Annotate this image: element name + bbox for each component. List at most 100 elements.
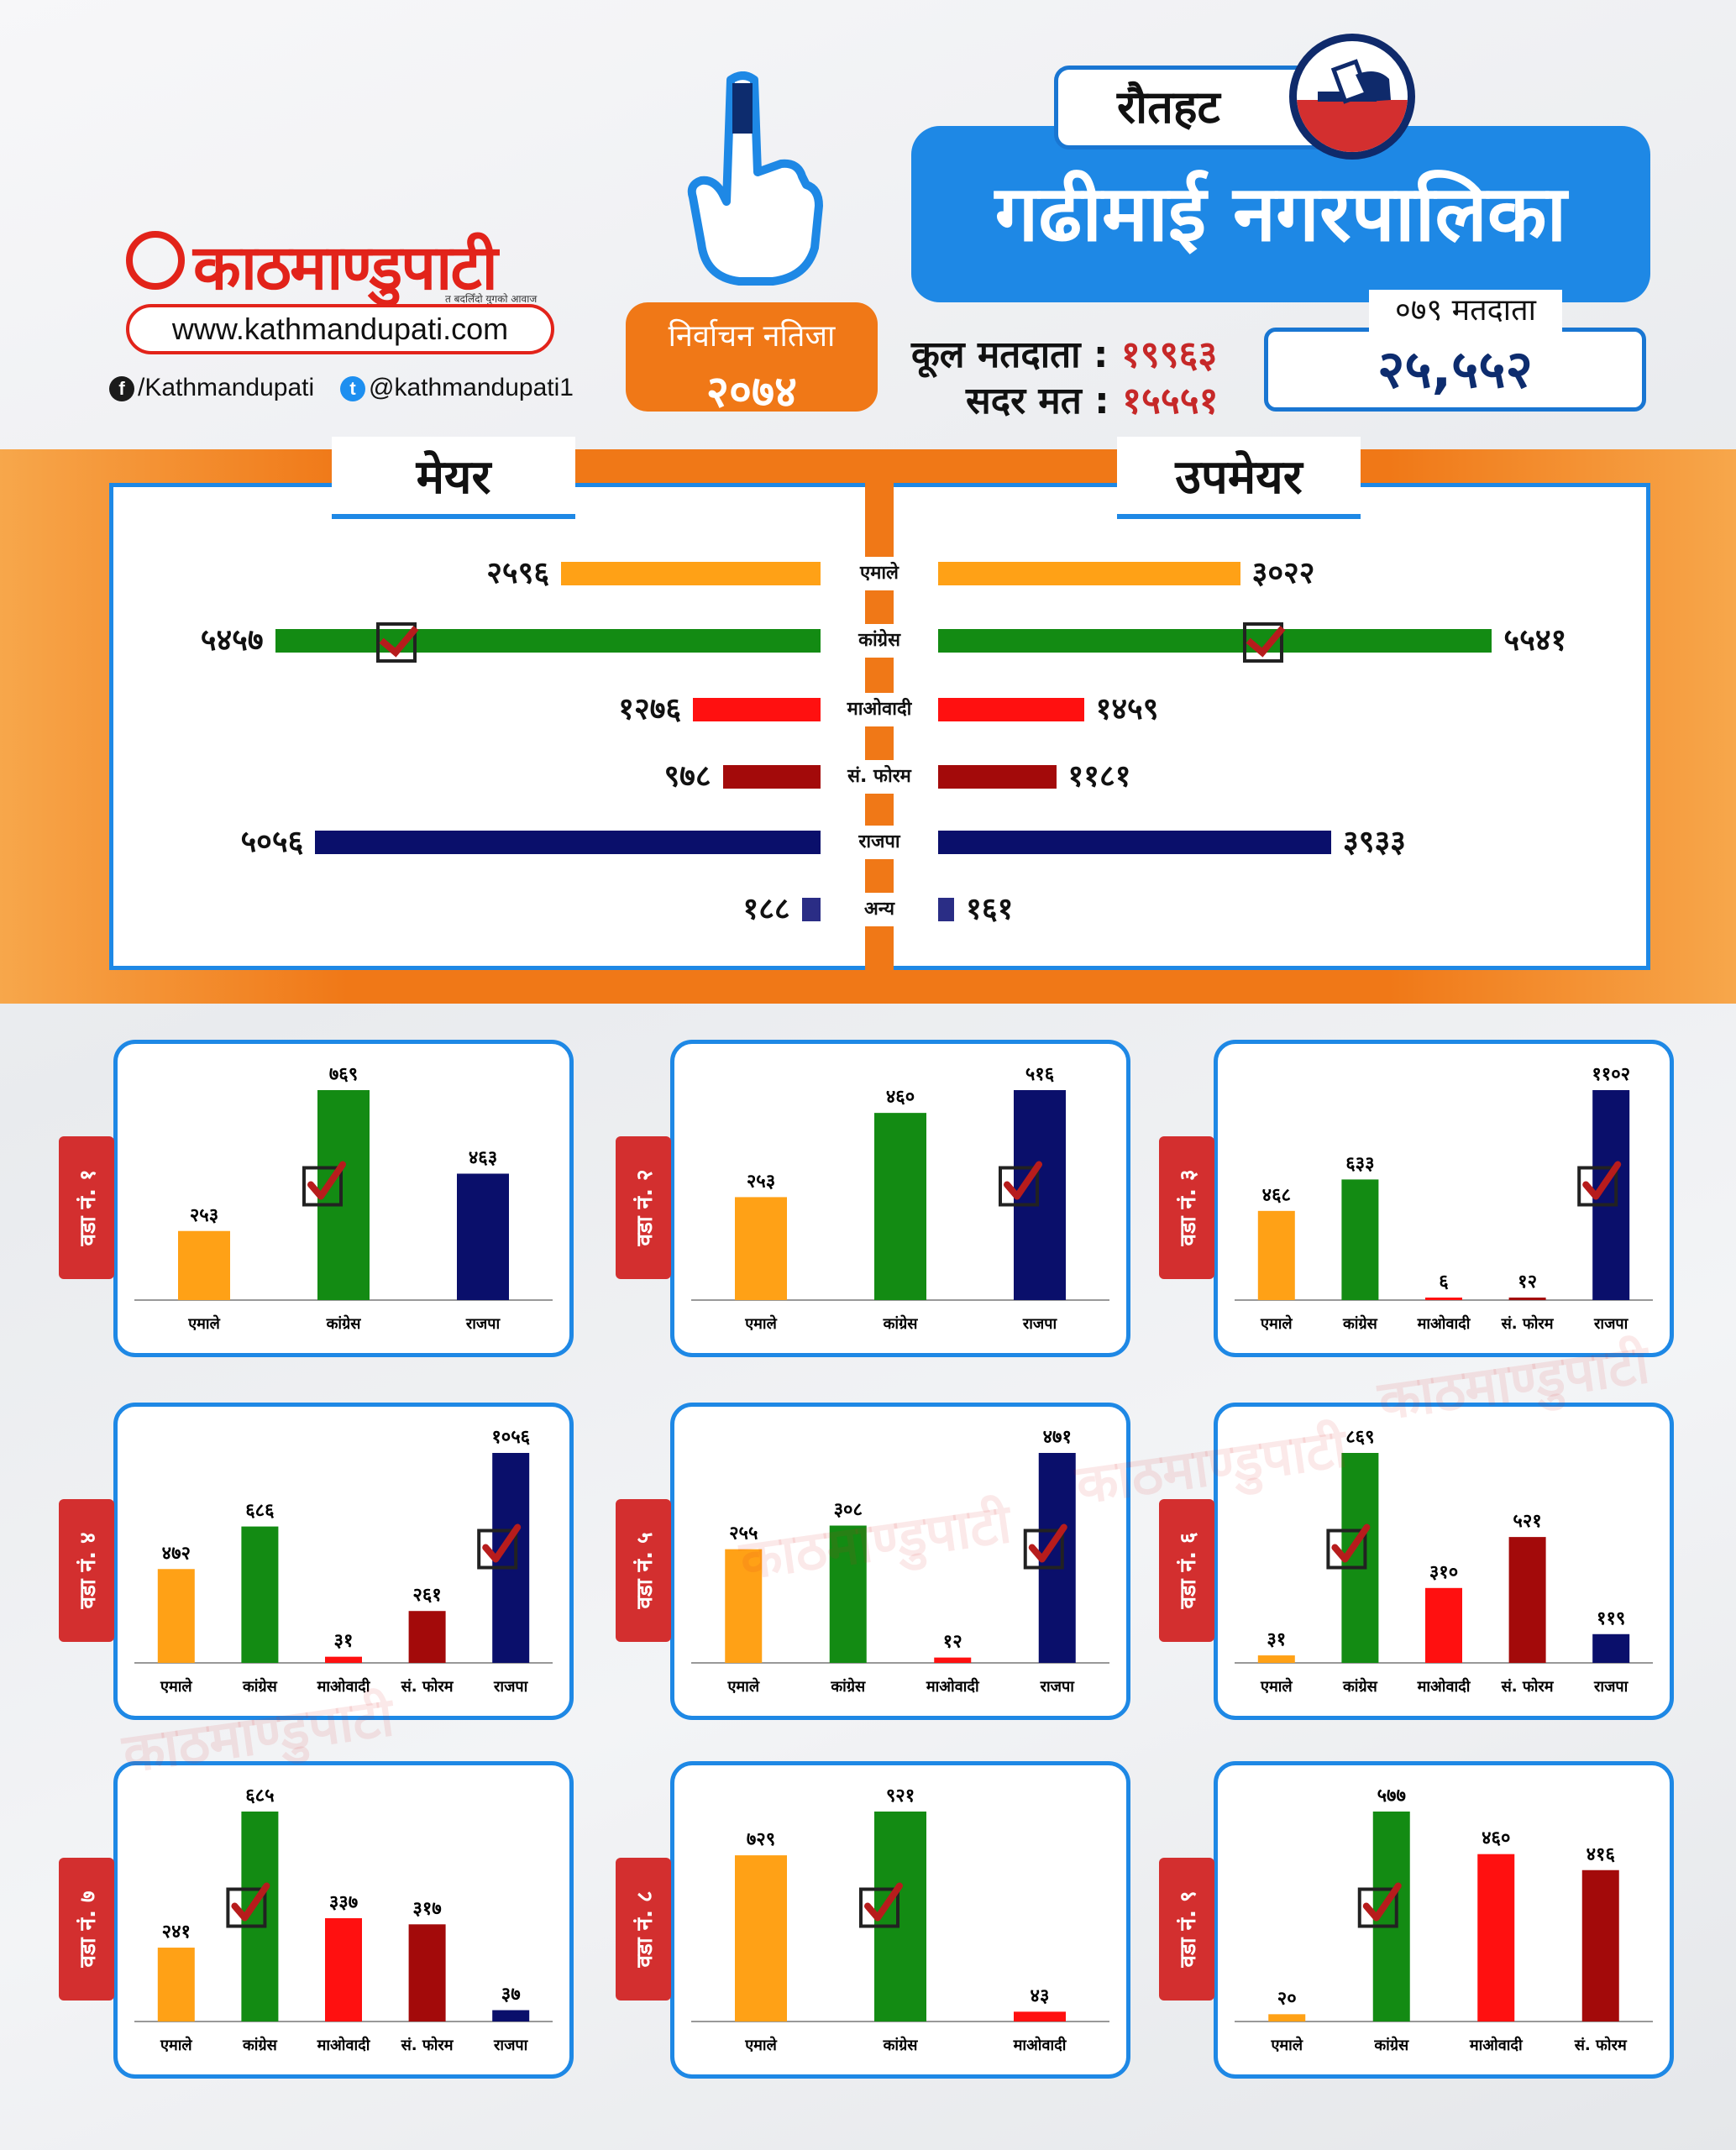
data-label: ५७७	[1377, 1786, 1406, 1807]
data-label: ३७	[501, 1984, 521, 2005]
data-label: ३१७	[412, 1898, 441, 1919]
logo-text: काठमाण्डुपाटी	[193, 232, 498, 304]
data-label: २६१	[412, 1585, 441, 1606]
mayor-bar	[722, 765, 821, 789]
category-label: एमाले	[160, 1677, 192, 1696]
ward-number-label: वडा नं. २	[632, 1169, 658, 1246]
data-label: ४६३	[469, 1147, 497, 1168]
ward-number-label: वडा नं. ८	[632, 1890, 658, 1968]
bar-3	[408, 1611, 446, 1663]
data-label: १२	[943, 1632, 962, 1653]
deputy-bar	[938, 898, 955, 921]
logo-tagline: त बदलिँदो युगको आवाज	[445, 293, 538, 305]
data-label: ४७१	[1043, 1427, 1072, 1448]
data-label: ७२९	[747, 1829, 775, 1850]
bar-2	[934, 1657, 972, 1663]
ward-number-tag: वडा नं. २	[616, 1136, 671, 1279]
data-label: २५३	[190, 1205, 218, 1226]
ward-bar-chart: २० एमाले ५७७ कांग्रेस ४६० माओवादी ४१६ सं. फोरम	[1235, 1786, 1653, 2054]
bar-0	[735, 1197, 787, 1300]
category-label: सं. फोरम	[401, 1677, 454, 1696]
category-label: कांग्रेस	[883, 2036, 919, 2054]
winner-check-icon	[302, 1161, 346, 1207]
party-label-3: सं. फोरम	[829, 760, 930, 794]
ward-number-label: वडा नं. ७	[76, 1890, 101, 1968]
bar-2	[1014, 1090, 1066, 1300]
ward-card: वडा नं. ७ २४१ एमाले ६८५ कांग्रेस ३३७ माओवादी ३१…	[59, 1761, 574, 2079]
total-voters: कूल मतदाता : १९९६३	[911, 328, 1217, 378]
category-label: सं. फोरम	[401, 2036, 454, 2054]
ward-number-label: वडा नं. ६	[1176, 1532, 1201, 1609]
election-result-badge: निर्वाचन नतिजा २०७४	[626, 302, 878, 417]
data-label: ६३३	[1345, 1153, 1374, 1174]
total-voters-value: १९९६३	[1120, 333, 1218, 376]
website-url[interactable]: www.kathmandupati.com	[126, 304, 554, 354]
brand-logo: काठमाण्डुपाटी त बदलिँदो युगको आवाज	[126, 214, 546, 307]
twitter-text: @kathmandupati1	[369, 374, 574, 401]
category-label: कांग्रेस	[883, 1314, 919, 1333]
bar-1	[874, 1113, 926, 1300]
ward-bar-chart: ४७२ एमाले ६८६ कांग्रेस ३१ माओवादी २६१ सं. फोरम १…	[134, 1427, 553, 1696]
bar-4	[492, 2010, 530, 2022]
category-label: कांग्रेस	[242, 2036, 278, 2054]
winner-check-icon	[1357, 1882, 1402, 1928]
ward-card: वडा नं. ६ ३१ एमाले ८६९ कांग्रेस ३१० माओवादी ५२१…	[1159, 1403, 1674, 1720]
logo-mark-icon	[126, 231, 185, 290]
bar-2	[457, 1173, 509, 1300]
bar-1	[317, 1090, 370, 1300]
data-label: २५३	[747, 1171, 775, 1192]
category-label: एमाले	[726, 1677, 759, 1696]
data-label: ४६८	[1262, 1185, 1291, 1206]
category-label: सं. फोरम	[1574, 2036, 1628, 2054]
category-label: राजपा	[1593, 1678, 1629, 1696]
bar-0	[157, 1948, 195, 2022]
data-label: ३१०	[1429, 1562, 1458, 1583]
category-label: सं. फोरम	[1501, 1677, 1555, 1696]
category-label: राजपा	[1040, 1678, 1076, 1696]
bar-0	[157, 1569, 195, 1663]
category-label: माओवादी	[926, 1677, 980, 1696]
category-label: राजपा	[493, 2037, 529, 2054]
winner-check-icon	[477, 1523, 522, 1570]
deputy-value-label: १४५९	[1095, 692, 1159, 726]
facebook-icon: f	[109, 376, 134, 402]
bar-1	[874, 1812, 926, 2022]
municipality-title: गढीमाई नगरपालिका	[911, 126, 1650, 302]
ballot-emblem-icon	[1289, 34, 1415, 160]
bar-1	[241, 1526, 279, 1663]
data-label: २५५	[729, 1523, 758, 1544]
mayor-value-label: ५४५७	[200, 623, 264, 658]
bar-4	[1592, 1633, 1630, 1663]
winner-check-icon	[1242, 622, 1283, 663]
ward-bar-chart: ७२९ एमाले ९२१ कांग्रेस ४३ माओवादी	[691, 1786, 1109, 2054]
badge-title: निर्वाचन नतिजा	[668, 319, 836, 354]
mayor-title: मेयर	[332, 437, 575, 519]
mayor-deputy-chart: एमाले २५९६ ३०२२ कांग्रेस ५४५७ ५५४१ माओवादी १२७६…	[0, 0, 1736, 1008]
data-label: ४७२	[162, 1543, 191, 1564]
twitter-handle[interactable]: t @kathmandupati1	[340, 374, 574, 402]
deputy-value-label: ११८१	[1067, 759, 1131, 794]
category-label: कांग्रेस	[1342, 1314, 1378, 1333]
ward-bar-chart: २५३ एमाले ४६० कांग्रेस ५१६ राजपा	[691, 1064, 1109, 1333]
data-label: ५२१	[1513, 1511, 1541, 1532]
party-label-4: राजपा	[829, 826, 930, 859]
ward-number-tag: वडा नं. ६	[1159, 1499, 1214, 1642]
bar-3	[1581, 1869, 1619, 2022]
facebook-handle[interactable]: f/Kathmandupati	[109, 374, 314, 402]
bar-0	[1257, 1210, 1295, 1300]
bar-2	[325, 1656, 362, 1663]
category-label: एमाले	[1260, 1314, 1293, 1333]
data-label: ३१	[334, 1631, 354, 1652]
data-label: ७६९	[329, 1064, 358, 1085]
deputy-bar	[938, 629, 1492, 653]
inked-finger-icon	[687, 71, 823, 286]
party-label-1: कांग्रेस	[829, 624, 930, 658]
category-label: माओवादी	[1417, 1677, 1471, 1696]
valid-votes-value: १५५५१	[1122, 380, 1219, 422]
category-label: राजपा	[493, 1678, 529, 1696]
bar-0	[725, 1549, 763, 1663]
bar-0	[1268, 2014, 1306, 2022]
party-label-2: माओवादी	[829, 693, 930, 726]
category-label: राजपा	[465, 1315, 501, 1333]
